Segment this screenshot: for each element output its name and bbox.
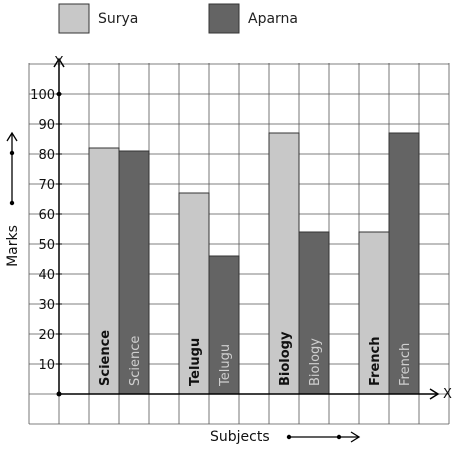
bar-label: Science (98, 330, 113, 386)
x-title-dot (336, 434, 342, 440)
bar-aparna-french (388, 132, 420, 395)
y-tick-label: 90 (38, 118, 55, 133)
x-title-dot (286, 434, 292, 440)
legend-swatch-aparna (208, 3, 240, 34)
legend-label-surya: Surya (98, 11, 138, 27)
axis-titles: Subjects Marks (5, 131, 361, 445)
y-tick-label: 30 (38, 298, 55, 313)
x-axis-title: Subjects (210, 429, 270, 445)
y-tick-label: 100 (30, 88, 55, 103)
y-title-dot (9, 200, 15, 206)
legend-label-aparna: Aparna (248, 11, 298, 27)
y-tick-label: 20 (38, 328, 55, 343)
y-tick-label: 70 (38, 178, 55, 193)
y-axis-letter: Y (54, 55, 63, 70)
x-title-arrowhead (350, 431, 361, 443)
bar-surya-biology (268, 132, 300, 395)
axes: XY (53, 55, 452, 402)
y-axis-title: Marks (5, 225, 21, 267)
bar-label: Telugu (218, 344, 233, 387)
y-tick-label: 80 (38, 148, 55, 163)
legend: Surya Aparna (58, 3, 298, 34)
bar-label: Telugu (188, 338, 203, 386)
y-tick-label: 40 (38, 268, 55, 283)
bar-surya-science (88, 147, 120, 395)
y-tick-label: 50 (38, 238, 55, 253)
y-tick-label: 10 (38, 358, 55, 373)
bar-label: Biology (308, 338, 323, 386)
y-title-arrowhead (6, 131, 18, 142)
bar-label: French (398, 343, 413, 386)
bar-label: Science (128, 336, 143, 386)
x-axis-arrow (429, 388, 440, 400)
bar-label: Biology (278, 331, 293, 386)
bars (88, 132, 420, 395)
y-tick-labels: 10 20 30 40 50 60 70 80 90 100 (30, 88, 62, 373)
x-axis-letter: X (443, 387, 452, 402)
y-title-dot (9, 150, 15, 156)
legend-swatch-surya (58, 3, 90, 34)
y-tick-label: 60 (38, 208, 55, 223)
bar-labels: Science Science Telugu Telugu Biology Biology… (98, 330, 413, 387)
bar-label: French (368, 337, 383, 387)
origin-dot (56, 391, 62, 397)
bar-aparna-biology (298, 231, 330, 395)
y-axis-arrow (53, 57, 65, 68)
